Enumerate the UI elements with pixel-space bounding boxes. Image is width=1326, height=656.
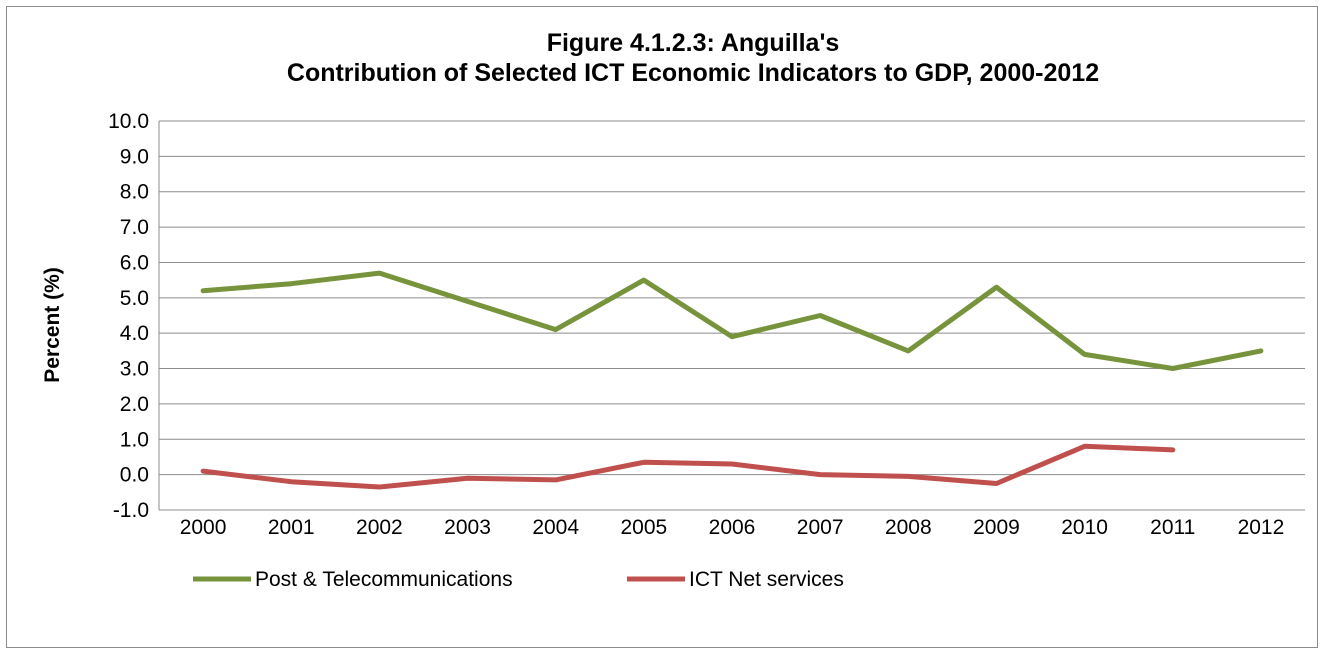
series-line-1 xyxy=(200,443,1176,490)
y-tick-label: 3.0 xyxy=(120,358,149,381)
y-tick-label: 9.0 xyxy=(120,145,149,168)
chart-frame: Figure 4.1.2.3: Anguilla's Contribution … xyxy=(6,6,1318,648)
y-tick-label: -1.0 xyxy=(113,499,149,522)
y-tick-label: 10.0 xyxy=(108,110,149,133)
legend: Post & Telecommunications ICT Net service… xyxy=(193,568,844,591)
y-axis-label: Percent (%) xyxy=(41,267,64,383)
y-tick-label: 2.0 xyxy=(120,393,149,416)
chart-title-line-1: Figure 4.1.2.3: Anguilla's xyxy=(547,29,840,57)
line-chart: Figure 4.1.2.3: Anguilla's Contribution … xyxy=(41,29,1305,591)
y-tick-label: 8.0 xyxy=(120,181,149,204)
x-tick-label: 2011 xyxy=(1150,516,1195,539)
x-tick-label: 2008 xyxy=(885,516,932,539)
x-tick-label: 2006 xyxy=(709,516,756,539)
x-tick-label: 2009 xyxy=(973,516,1020,539)
gridlines xyxy=(158,120,1305,511)
x-tick-label: 2002 xyxy=(356,516,403,539)
y-tick-label: 7.0 xyxy=(120,216,149,239)
x-tick-label: 2007 xyxy=(797,516,844,539)
legend-label-0: Post & Telecommunications xyxy=(255,568,513,591)
y-tick-label: 6.0 xyxy=(120,251,149,274)
x-tick-label: 2004 xyxy=(532,516,579,539)
legend-label-1: ICT Net services xyxy=(689,568,844,591)
x-tick-labels: 2000 2001 2002 2003 2004 2005 2006 2007 2008 2009… xyxy=(180,516,1285,539)
series-lines xyxy=(200,270,1264,490)
y-tick-label: 1.0 xyxy=(120,428,149,451)
x-tick-label: 2012 xyxy=(1238,516,1285,539)
x-tick-label: 2003 xyxy=(444,516,491,539)
y-tick-labels: -1.0 0.0 1.0 2.0 3.0 4.0 5.0 6.0 7.0 8.0 9.0 10.0 xyxy=(108,110,149,522)
y-tick-label: 5.0 xyxy=(120,287,149,310)
x-tick-label: 2000 xyxy=(180,516,227,539)
y-tick-label: 0.0 xyxy=(120,464,149,487)
series-line-0 xyxy=(200,270,1264,371)
chart-title-line-2: Contribution of Selected ICT Economic In… xyxy=(287,59,1099,87)
x-tick-label: 2010 xyxy=(1061,516,1108,539)
y-tick-label: 4.0 xyxy=(120,322,149,345)
x-tick-label: 2005 xyxy=(620,516,667,539)
x-tick-label: 2001 xyxy=(268,516,315,539)
